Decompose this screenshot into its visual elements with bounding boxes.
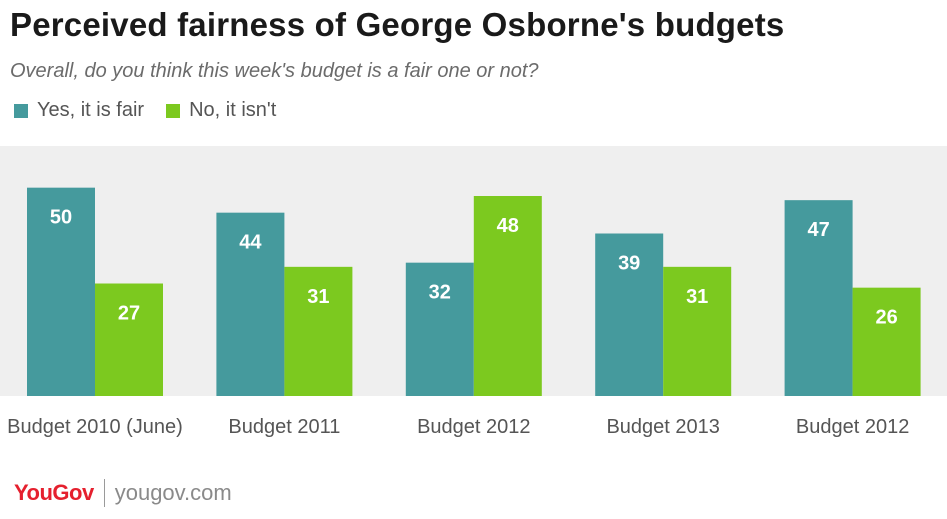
x-tick-label-0: Budget 2010 (June): [7, 416, 183, 438]
data-label-yes-3: 39: [618, 253, 640, 275]
data-label-yes-4: 47: [807, 219, 829, 241]
legend-item-yes: Yes, it is fair: [14, 99, 144, 122]
data-label-no-4: 26: [875, 307, 897, 329]
bar-yes-0: [27, 187, 95, 396]
legend: Yes, it is fair No, it isn't: [14, 99, 298, 122]
data-label-no-2: 48: [497, 215, 519, 237]
footer-site: yougov.com: [114, 480, 232, 505]
data-label-yes-2: 32: [429, 282, 451, 304]
legend-swatch-yes: [14, 103, 28, 118]
yougov-logo: YouGov: [14, 480, 94, 505]
bar-no-2: [473, 196, 542, 396]
data-label-yes-1: 44: [239, 232, 262, 254]
bar-no-3: [663, 266, 732, 396]
x-tick-label-2: Budget 2012: [417, 416, 530, 438]
x-tick-label-1: Budget 2011: [228, 416, 340, 438]
bar-yes-4: [784, 200, 853, 396]
legend-label-no: No, it isn't: [189, 99, 277, 121]
legend-item-no: No, it isn't: [166, 99, 276, 122]
data-label-no-3: 31: [686, 286, 708, 308]
footer-divider: [103, 479, 105, 507]
x-tick-label-3: Budget 2013: [606, 416, 719, 438]
bar-yes-3: [595, 233, 664, 396]
data-label-yes-0: 50: [50, 207, 72, 229]
bar-no-0: [95, 283, 163, 396]
bar-yes-1: [216, 212, 285, 396]
data-label-no-0: 27: [118, 303, 140, 325]
legend-swatch-no: [166, 103, 181, 118]
chart-title: Perceived fairness of George Osborne's b…: [10, 6, 785, 43]
footer: YouGov yougov.com: [14, 479, 232, 507]
legend-label-yes: Yes, it is fair: [37, 99, 145, 121]
bar-no-4: [852, 287, 921, 396]
chart-subtitle: Overall, do you think this week's budget…: [10, 60, 539, 82]
bar-no-1: [284, 266, 353, 396]
bar-yes-2: [405, 262, 474, 396]
x-tick-label-4: Budget 2012: [796, 416, 909, 438]
data-label-no-1: 31: [307, 286, 329, 308]
